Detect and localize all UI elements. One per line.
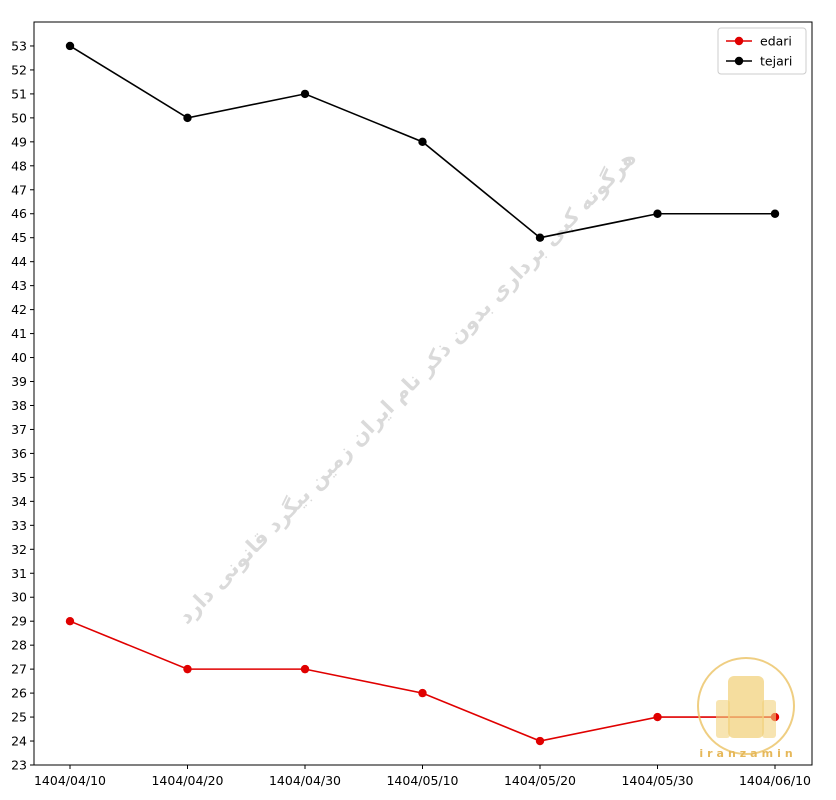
y-tick-label: 52: [11, 62, 27, 77]
y-tick-label: 23: [11, 758, 27, 773]
data-point-edari: [65, 616, 75, 626]
data-point-edari: [653, 712, 662, 722]
y-tick-label: 29: [11, 614, 27, 629]
x-tick-label: 1404/06/10: [739, 773, 811, 788]
data-point-tejari: [770, 209, 780, 218]
x-tick-label: 1404/04/30: [269, 773, 341, 788]
logo-building-icon: [728, 676, 764, 738]
data-point-tejari: [65, 41, 75, 51]
data-point-edari: [418, 688, 427, 698]
data-point-edari: [535, 736, 545, 746]
y-tick-label: 37: [11, 422, 27, 437]
y-tick-label: 48: [11, 158, 27, 173]
x-tick-label: 1404/05/30: [621, 773, 693, 788]
data-point-tejari: [418, 137, 427, 147]
y-tick-label: 42: [11, 302, 27, 317]
y-tick-label: 45: [11, 230, 27, 245]
x-tick-label: 1404/05/20: [504, 773, 576, 788]
y-tick-label: 30: [11, 590, 27, 605]
y-tick-label: 32: [11, 542, 27, 557]
legend-marker-edari: [734, 36, 744, 46]
x-tick-label: 1404/04/10: [34, 773, 106, 788]
plot-area: 23 24 25 26 27 28 29 30 31 32 33 34 35 36 37 38 39 40 41 42…: [11, 21, 813, 788]
series-line-edari: [69, 620, 775, 742]
y-tick-label: 38: [11, 398, 27, 413]
legend: edari tejari: [717, 27, 807, 75]
y-tick-label: 35: [11, 470, 27, 485]
watermark-text: هرگونه کپی برداری بدون ذکر نام ایران زمی…: [172, 145, 640, 629]
y-tick-label: 49: [11, 134, 27, 149]
y-tick-label: 33: [11, 518, 27, 533]
x-tick-label: 1404/05/10: [386, 773, 458, 788]
y-tick-label: 43: [11, 278, 27, 293]
watermark: هرگونه کپی برداری بدون ذکر نام ایران زمی…: [172, 145, 640, 629]
data-point-edari: [300, 664, 310, 674]
y-tick-label: 39: [11, 374, 27, 389]
y-tick-label: 28: [11, 638, 27, 653]
y-tick-label: 50: [11, 110, 27, 125]
y-tick-label: 25: [11, 710, 27, 725]
data-point-tejari: [183, 113, 192, 123]
y-tick-label: 51: [11, 86, 27, 101]
y-tick-label: 53: [11, 38, 27, 53]
y-tick-label: 40: [11, 350, 27, 365]
y-tick-label: 46: [11, 206, 27, 221]
data-point-tejari: [653, 209, 662, 218]
data-point-edari: [183, 664, 192, 674]
y-tick-label: 44: [11, 254, 27, 269]
y-tick-label: 24: [11, 734, 27, 749]
legend-label-tejari: tejari: [760, 54, 792, 69]
x-tick-label: 1404/04/20: [151, 773, 223, 788]
y-tick-label: 41: [11, 326, 27, 341]
y-tick-label: 26: [11, 686, 27, 701]
legend-marker-tejari: [734, 56, 744, 66]
iranzamin-logo: iranzamin: [697, 657, 796, 760]
data-point-tejari: [300, 89, 310, 99]
y-tick-label: 36: [11, 446, 27, 461]
legend-label-edari: edari: [760, 34, 792, 49]
y-tick-label: 34: [11, 494, 27, 509]
y-tick-label: 31: [11, 566, 27, 581]
logo-ring-icon: [697, 657, 795, 755]
y-tick-label: 47: [11, 182, 27, 197]
data-point-tejari: [535, 233, 545, 242]
y-tick-label: 27: [11, 662, 27, 677]
logo-text: iranzamin: [699, 747, 796, 760]
